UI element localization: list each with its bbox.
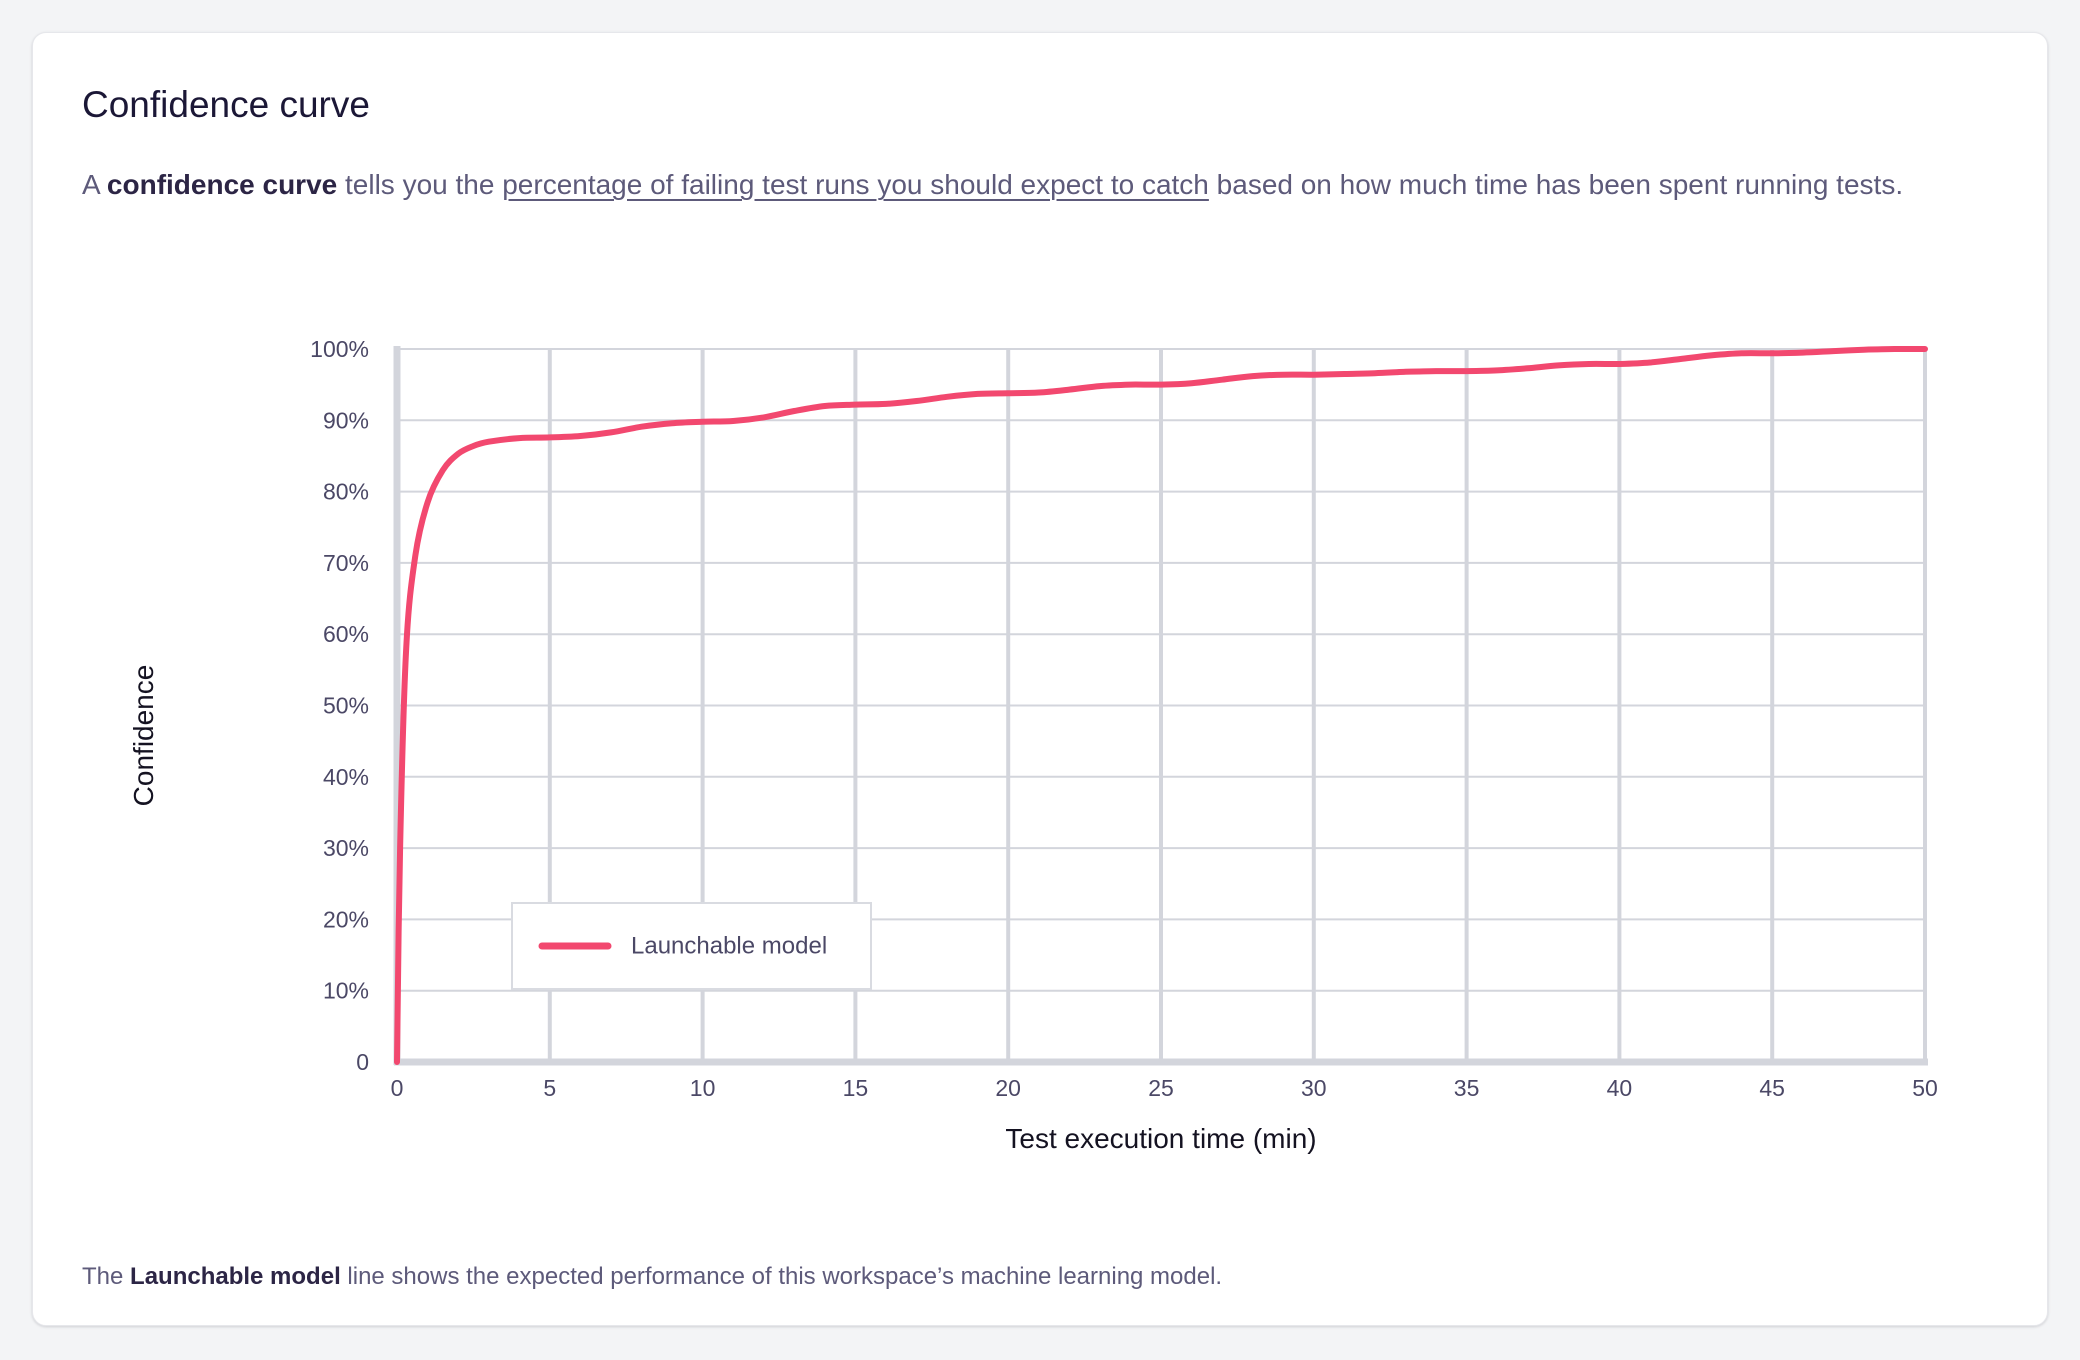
y-tick-label: 90% (323, 407, 369, 433)
footer-bold-term: Launchable model (130, 1263, 341, 1290)
x-tick-label: 40 (1607, 1075, 1633, 1101)
chart-axis-titles: Test execution time (min) Confidence (128, 665, 1317, 1154)
desc-mid: tells you the (337, 169, 503, 200)
footer-prefix: The (82, 1263, 131, 1290)
card-title: Confidence curve (82, 84, 370, 125)
chart-legend: Launchable model (511, 902, 872, 990)
x-tick-label: 30 (1301, 1075, 1327, 1101)
x-tick-label: 45 (1759, 1075, 1785, 1101)
x-tick-label: 50 (1912, 1075, 1938, 1101)
card-footer: The Launchable model line shows the expe… (82, 1261, 1222, 1292)
y-tick-label: 0 (356, 1049, 369, 1075)
y-tick-label: 100% (310, 336, 369, 362)
x-axis-title: Test execution time (min) (1005, 1123, 1316, 1154)
x-tick-label: 0 (391, 1075, 404, 1101)
y-tick-label: 70% (323, 550, 369, 576)
chart-series (394, 345, 1928, 1065)
x-tick-label: 35 (1454, 1075, 1480, 1101)
legend-label: Launchable model (631, 933, 827, 960)
footer-suffix: line shows the expected performance of t… (340, 1263, 1223, 1290)
y-tick-label: 80% (323, 479, 369, 505)
confidence-curve-card: Confidence curve A confidence curve tell… (32, 32, 2048, 1326)
y-tick-label: 20% (323, 906, 369, 932)
card-description: A confidence curve tells you the percent… (82, 161, 2002, 209)
y-tick-label: 10% (323, 978, 369, 1004)
chart-grid (397, 348, 1927, 1062)
x-tick-label: 20 (995, 1075, 1021, 1101)
chart-ticks: 0 10% 20% 30% 40% 50% 60% 70% 80% 90% 100% 0 5 10 15 20… (310, 336, 1938, 1101)
desc-prefix: A (82, 169, 107, 200)
desc-suffix: based on how much time has been spent ru… (1208, 169, 1904, 200)
y-tick-label: 50% (323, 693, 369, 719)
percentage-failing-link[interactable]: percentage of failing test runs you shou… (502, 169, 1209, 200)
y-tick-label: 60% (323, 621, 369, 647)
x-tick-label: 15 (843, 1075, 869, 1101)
y-axis-title: Confidence (128, 665, 159, 807)
x-tick-label: 25 (1148, 1075, 1174, 1101)
x-tick-label: 5 (543, 1075, 556, 1101)
series-line-launchable-model (394, 345, 1928, 1065)
desc-bold-term: confidence curve (106, 169, 338, 200)
y-tick-label: 30% (323, 835, 369, 861)
x-tick-label: 10 (690, 1075, 716, 1101)
confidence-chart: 0 10% 20% 30% 40% 50% 60% 70% 80% 90% 100% 0 5 10 15 20… (128, 336, 1938, 1154)
y-tick-label: 40% (323, 764, 369, 790)
